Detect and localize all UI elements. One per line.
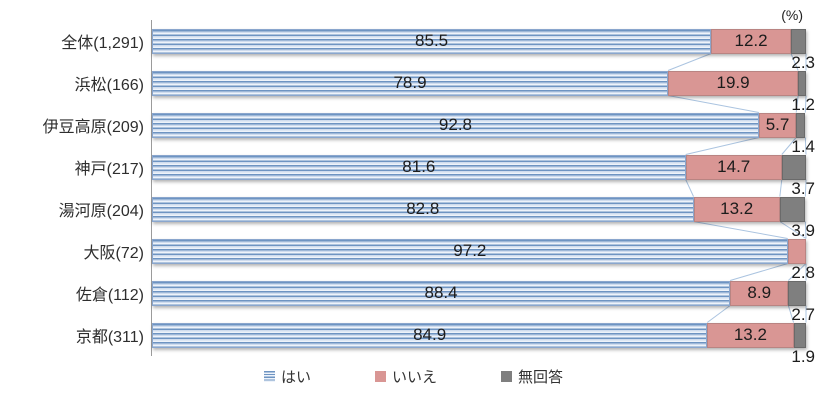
outside-value-label: 2.8	[791, 263, 815, 282]
value-label: 78.9	[393, 73, 427, 92]
value-label: 13.2	[733, 325, 767, 344]
segment-iie: 14.7	[685, 154, 782, 180]
segment-hai: 88.4	[152, 280, 731, 306]
value-label: 82.8	[406, 199, 440, 218]
category-label: 伊豆高原(209)	[42, 119, 144, 136]
value-label: 84.9	[413, 325, 447, 344]
segment-mukaito	[798, 70, 806, 96]
segment-hai: 81.6	[152, 154, 686, 180]
segment-iie	[787, 238, 806, 264]
value-label: 97.2	[453, 241, 487, 260]
segment-hai: 82.8	[152, 196, 694, 222]
segment-iie: 5.7	[758, 112, 797, 138]
bar-row: 92.8 5.7	[152, 112, 806, 138]
segment-iie: 19.9	[668, 70, 799, 96]
segment-mukaito	[793, 322, 806, 348]
segment-hai: 92.8	[152, 112, 759, 138]
category-label: 全体(1,291)	[61, 35, 144, 52]
bar-row: 78.9 19.9	[152, 70, 806, 96]
outside-value-label: 3.9	[791, 221, 815, 240]
percent-axis-label: (%)	[781, 7, 803, 23]
value-label: 5.7	[765, 115, 790, 134]
legend-swatch-hai-icon	[263, 371, 275, 382]
bar-row: 85.5 12.2	[152, 28, 806, 54]
segment-mukaito	[779, 196, 806, 222]
bar-row: 82.8 13.2	[152, 196, 806, 222]
segment-iie: 8.9	[730, 280, 789, 306]
segment-mukaito	[796, 112, 806, 138]
category-label: 浜松(166)	[74, 77, 144, 94]
value-label: 13.2	[720, 199, 754, 218]
value-label: 19.9	[716, 73, 750, 92]
category-label: 湯河原(204)	[58, 203, 144, 220]
segment-hai: 85.5	[152, 28, 712, 54]
segment-mukaito	[788, 280, 806, 306]
legend-swatch-mukaito-icon	[501, 371, 512, 382]
y-axis-line	[151, 20, 152, 356]
segment-iie: 12.2	[711, 28, 791, 54]
outside-value-label: 1.9	[791, 347, 815, 366]
outside-value-label: 2.3	[791, 53, 815, 72]
value-label: 8.9	[747, 283, 772, 302]
outside-value-label: 1.4	[791, 137, 815, 156]
segment-iie: 13.2	[707, 322, 794, 348]
segment-mukaito	[781, 154, 806, 180]
bar-row: 88.4 8.9	[152, 280, 806, 306]
legend-label-hai: はい	[280, 369, 311, 386]
segment-mukaito	[790, 28, 806, 54]
value-label: 81.6	[402, 157, 436, 176]
legend-label-iie: いいえ	[391, 369, 437, 386]
segment-hai: 97.2	[152, 238, 788, 264]
category-label: 佐倉(112)	[75, 287, 144, 304]
legend-swatch-iie-icon	[374, 371, 386, 382]
category-label: 神戸(217)	[74, 161, 144, 178]
value-label: 85.5	[415, 31, 449, 50]
outside-value-label: 1.2	[791, 95, 815, 114]
legend-item-hai: はい	[263, 366, 311, 387]
outside-value-label: 3.7	[791, 179, 815, 198]
legend-label-mukaito: 無回答	[518, 369, 564, 386]
outside-value-label: 2.7	[791, 305, 815, 324]
legend-item-iie: いいえ	[374, 366, 437, 387]
value-label: 14.7	[717, 157, 751, 176]
category-label: 大阪(72)	[83, 245, 144, 262]
value-label: 88.4	[424, 283, 458, 302]
segment-hai: 84.9	[152, 322, 708, 348]
bar-row: 97.2	[152, 238, 806, 264]
bar-row: 84.9 13.2	[152, 322, 806, 348]
category-label: 京都(311)	[75, 329, 144, 346]
segment-hai: 78.9	[152, 70, 668, 96]
legend-item-mukaito: 無回答	[501, 366, 563, 387]
value-label: 92.8	[438, 115, 472, 134]
legend: はい いいえ 無回答	[0, 366, 827, 387]
bar-row: 81.6 14.7	[152, 154, 806, 180]
value-label: 12.2	[734, 31, 768, 50]
segment-iie: 13.2	[693, 196, 780, 222]
